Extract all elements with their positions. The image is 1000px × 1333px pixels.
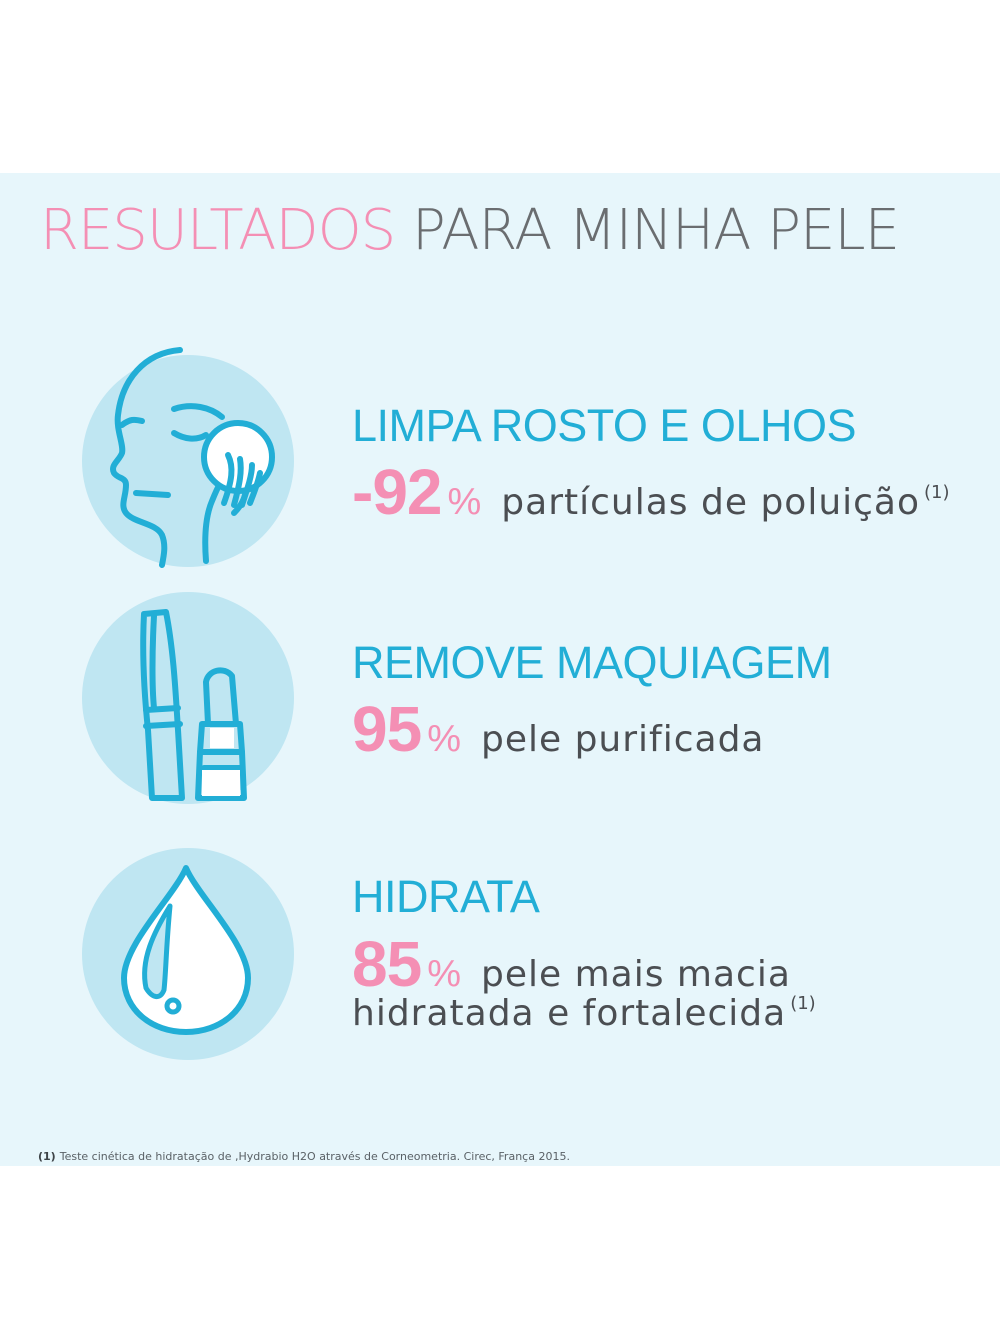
stat-unit: %	[427, 718, 461, 760]
stat-unit: %	[427, 953, 461, 995]
benefit-stat-hydration: 85% pele mais macia	[352, 932, 791, 996]
benefit-description-line2: hidratada e fortalecida (1)	[352, 995, 816, 1032]
page-title: RESULTADOS PARA MINHA PELE	[40, 203, 900, 259]
stat-description: pele mais macia	[480, 954, 791, 995]
benefit-stat-cleansing: -92% partículas de poluição (1)	[352, 460, 950, 524]
benefit-stat-makeup: 95% pele purificada	[352, 697, 765, 761]
title-rest: PARA MINHA PELE	[412, 198, 900, 263]
stat-unit: %	[447, 481, 482, 523]
stat-description: partículas de poluição	[501, 482, 921, 523]
water-drop-icon	[82, 848, 294, 1060]
stat-description: pele purificada	[480, 719, 765, 760]
footnote-ref: (1)	[790, 993, 816, 1014]
stat-value: 85	[352, 928, 422, 1000]
footnote-text: Teste cinética de hidratação de ,Hydrabi…	[59, 1150, 570, 1163]
footnote-ref: (1)	[924, 482, 950, 503]
mascara-lipstick-icon	[82, 592, 294, 804]
face-cleansing-icon	[82, 347, 294, 568]
footnote-marker: (1)	[38, 1150, 56, 1163]
benefit-heading-cleansing: LIMPA ROSTO E OLHOS	[352, 400, 856, 451]
title-highlight: RESULTADOS	[40, 198, 396, 263]
benefit-heading-hydration: HIDRATA	[352, 871, 540, 922]
footnote: (1) Teste cinética de hidratação de ,Hydr…	[38, 1150, 570, 1163]
benefit-heading-makeup: REMOVE MAQUIAGEM	[352, 637, 832, 688]
stat-description-line2: hidratada e fortalecida	[352, 993, 787, 1034]
stat-value: 95	[352, 693, 422, 765]
stat-value: -92	[352, 456, 442, 528]
